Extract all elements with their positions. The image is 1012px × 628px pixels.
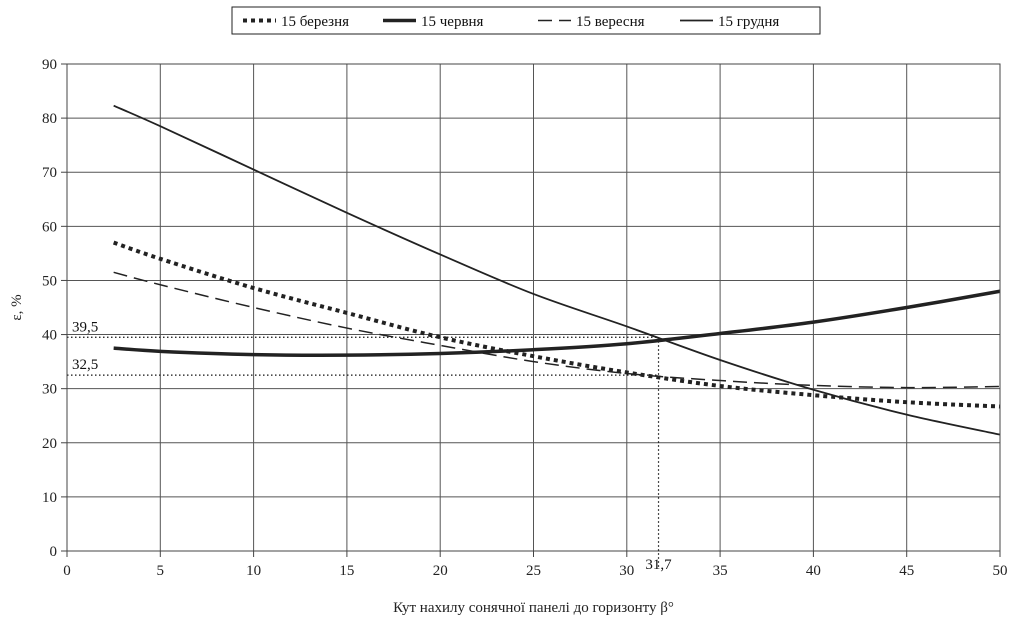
- y-tick-label: 90: [42, 57, 57, 73]
- x-tick-label: 30: [619, 563, 634, 579]
- y-tick-label: 80: [42, 111, 57, 127]
- x-tick-label: 50: [993, 563, 1008, 579]
- x-tick-label: 15: [339, 563, 354, 579]
- x-tick-label: 45: [899, 563, 914, 579]
- series-line-1: [112, 240, 1001, 409]
- y-tick-label: 10: [42, 490, 57, 506]
- series-layer: [112, 104, 1001, 436]
- series-line-4: [113, 104, 1001, 436]
- x-tick-label: 5: [157, 563, 165, 579]
- annotation-31-7: 31,7: [645, 557, 672, 573]
- y-tick-label: 20: [42, 436, 57, 452]
- x-axis-label: Кут нахилу сонячної панелі до горизонту …: [393, 600, 674, 616]
- series-line-2: [113, 289, 1001, 357]
- x-tick-label: 0: [63, 563, 71, 579]
- legend: 15 березня 15 червня 15 вересня 15 грудня: [231, 6, 821, 35]
- y-axis-label: ε, %: [9, 294, 25, 320]
- y-tick-label: 0: [50, 544, 58, 560]
- y-tick-label: 50: [42, 273, 57, 289]
- legend-label-3: 15 вересня: [576, 14, 645, 30]
- legend-box: [231, 6, 821, 35]
- annotation-32-5: 32,5: [72, 357, 98, 373]
- legend-label-4: 15 грудня: [718, 14, 779, 30]
- legend-label-2: 15 червня: [421, 14, 484, 30]
- x-tick-label: 10: [246, 563, 261, 579]
- x-tick-label: 40: [806, 563, 821, 579]
- x-tick-label: 35: [713, 563, 728, 579]
- labels-layer: 0 10 20 30 40 50 60 70 80 90 0 5 10 15 20 25 30 35 40 45 50 К…: [9, 57, 1008, 616]
- y-tick-label: 40: [42, 328, 57, 344]
- x-tick-label: 20: [433, 563, 448, 579]
- series-line-3: [113, 271, 1001, 389]
- y-tick-label: 70: [42, 165, 57, 181]
- y-tick-label: 60: [42, 219, 57, 235]
- annotation-39-5: 39,5: [72, 319, 98, 335]
- ticks-layer: [61, 63, 1001, 557]
- legend-label-1: 15 березня: [281, 14, 349, 30]
- y-tick-label: 30: [42, 382, 57, 398]
- annotation-layer: [67, 336, 660, 567]
- x-tick-label: 25: [526, 563, 541, 579]
